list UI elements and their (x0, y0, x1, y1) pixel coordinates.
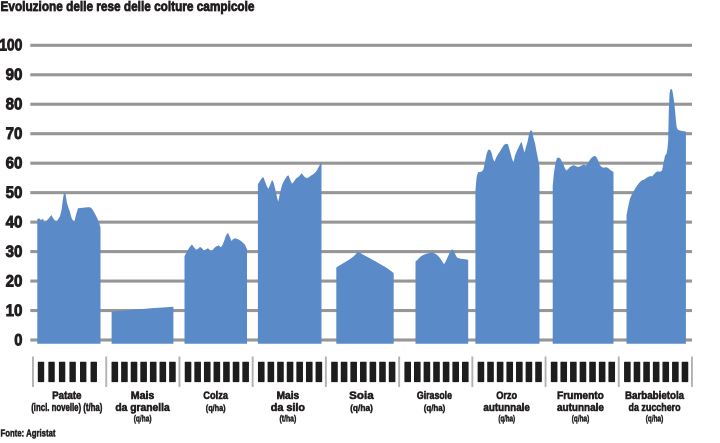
svg-text:0: 0 (14, 330, 22, 349)
svg-text:(incl. novelle) (t/ha): (incl. novelle) (t/ha) (31, 402, 102, 414)
svg-text:autunnale: autunnale (557, 402, 604, 414)
svg-text:(q/ha): (q/ha) (572, 414, 589, 424)
svg-text:Fonte: Agristat: Fonte: Agristat (1, 428, 56, 440)
svg-text:10: 10 (6, 301, 23, 320)
svg-text:Patate: Patate (52, 390, 81, 402)
svg-text:Orzo: Orzo (496, 390, 517, 402)
svg-text:20: 20 (6, 272, 23, 291)
svg-text:Evoluzione delle rese delle co: Evoluzione delle rese delle colture camp… (1, 0, 255, 14)
svg-text:Girasole: Girasole (417, 390, 452, 402)
svg-text:Soia: Soia (349, 390, 375, 402)
svg-text:100: 100 (0, 36, 22, 55)
svg-text:70: 70 (6, 124, 23, 143)
svg-text:30: 30 (6, 242, 23, 261)
svg-text:Mais: Mais (131, 390, 155, 402)
svg-text:(q/ha): (q/ha) (424, 403, 445, 413)
svg-text:autunnale: autunnale (483, 402, 530, 414)
svg-text:(q/ha): (q/ha) (350, 403, 373, 413)
svg-text:Mais: Mais (277, 390, 300, 402)
svg-text:da granella: da granella (115, 402, 170, 414)
svg-text:60: 60 (6, 154, 23, 173)
svg-text:90: 90 (6, 65, 23, 84)
svg-text:da silo: da silo (271, 402, 306, 414)
svg-text:(t/ha): (t/ha) (280, 414, 297, 424)
svg-text:(q/ha): (q/ha) (498, 414, 515, 424)
svg-text:da zucchero: da zucchero (629, 402, 681, 414)
svg-text:(q/ha): (q/ha) (206, 403, 226, 413)
svg-text:80: 80 (6, 95, 23, 114)
svg-text:(q/ha): (q/ha) (646, 414, 663, 424)
svg-text:(q/ha): (q/ha) (134, 414, 152, 424)
svg-text:40: 40 (6, 213, 23, 232)
svg-text:Colza: Colza (203, 390, 229, 402)
svg-text:Frumento: Frumento (557, 390, 604, 402)
svg-text:Barbabietola: Barbabietola (625, 390, 685, 402)
svg-text:50: 50 (6, 183, 23, 202)
